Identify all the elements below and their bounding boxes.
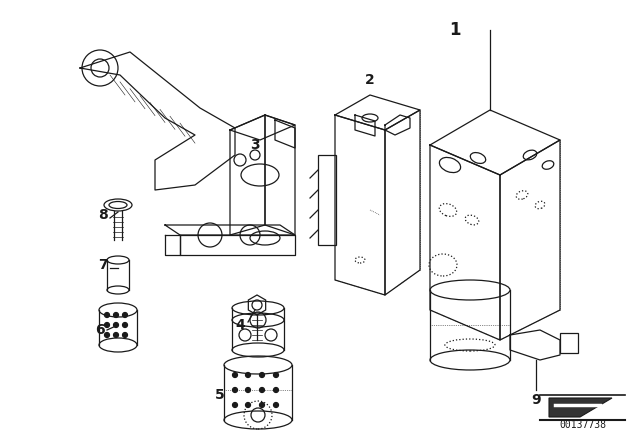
Circle shape xyxy=(122,313,127,318)
Text: 3: 3 xyxy=(250,138,260,152)
Circle shape xyxy=(232,402,237,408)
Circle shape xyxy=(246,402,250,408)
Circle shape xyxy=(104,313,109,318)
Text: 1: 1 xyxy=(449,21,461,39)
Circle shape xyxy=(273,402,278,408)
Bar xyxy=(560,333,578,353)
Circle shape xyxy=(232,388,237,392)
Text: 8: 8 xyxy=(98,208,108,222)
Circle shape xyxy=(122,332,127,337)
Text: 9: 9 xyxy=(531,393,541,407)
Bar xyxy=(318,155,336,245)
Text: 4: 4 xyxy=(235,318,245,332)
Text: 00137738: 00137738 xyxy=(559,420,607,430)
Circle shape xyxy=(259,372,264,378)
Circle shape xyxy=(246,372,250,378)
Circle shape xyxy=(104,323,109,327)
Text: 5: 5 xyxy=(215,388,225,402)
Circle shape xyxy=(259,402,264,408)
Circle shape xyxy=(232,372,237,378)
Text: 2: 2 xyxy=(365,73,375,87)
Circle shape xyxy=(104,332,109,337)
Polygon shape xyxy=(549,398,612,417)
Circle shape xyxy=(113,332,118,337)
Circle shape xyxy=(113,323,118,327)
Circle shape xyxy=(113,313,118,318)
Circle shape xyxy=(246,388,250,392)
Circle shape xyxy=(259,388,264,392)
Text: 7: 7 xyxy=(98,258,108,272)
Text: 6: 6 xyxy=(95,323,105,337)
Circle shape xyxy=(273,372,278,378)
Circle shape xyxy=(122,323,127,327)
Circle shape xyxy=(273,388,278,392)
